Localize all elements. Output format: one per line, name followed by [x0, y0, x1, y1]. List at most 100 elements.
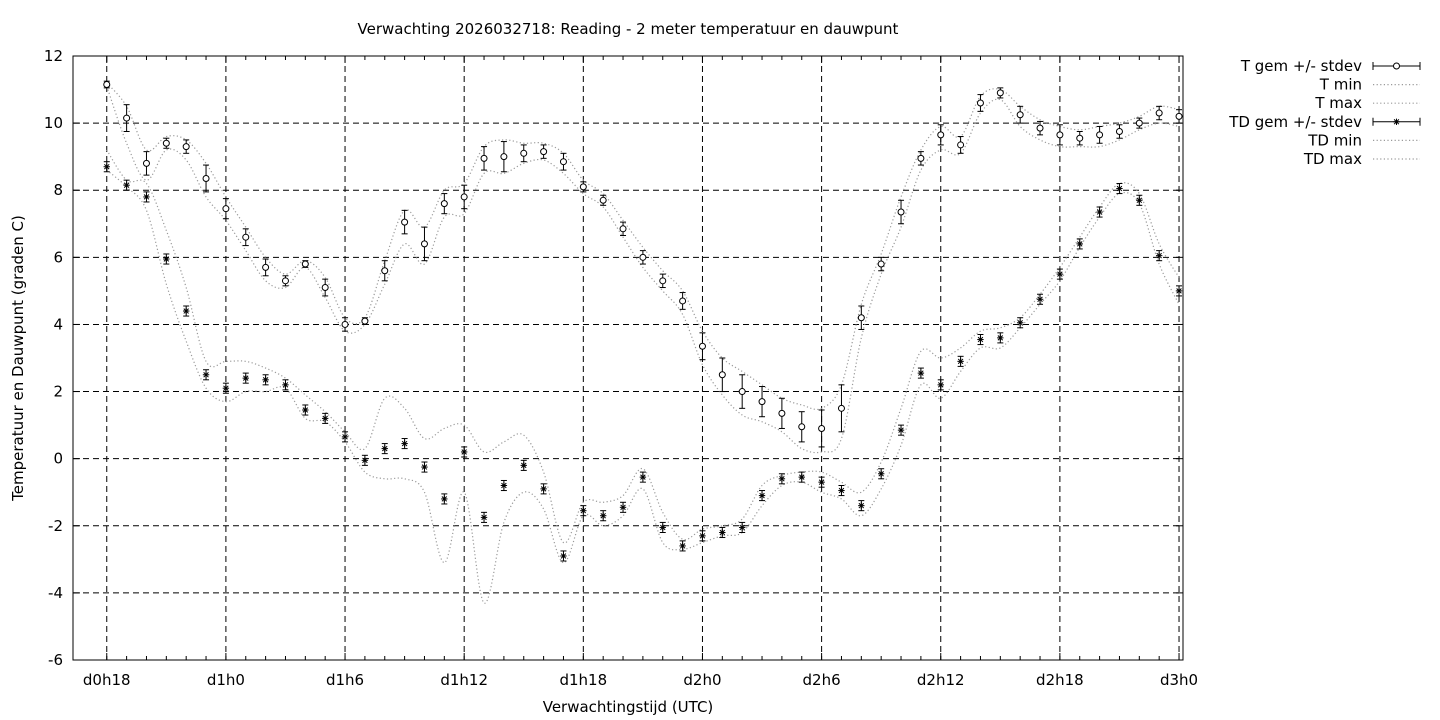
- data-point: [242, 233, 250, 241]
- data-point: [738, 524, 746, 531]
- data-point: [480, 154, 488, 162]
- data-point: [1016, 319, 1024, 326]
- ticks: -6 -4 -2 0 2 4 6 8 10 12 d0h18 d1h0 d1h6 d1h12 d1h18 d2…: [44, 47, 1198, 689]
- data-point: [142, 159, 150, 167]
- data-point: [580, 507, 587, 514]
- series-line: [106, 86, 1180, 454]
- data-point: [897, 208, 905, 216]
- data-point: [480, 514, 488, 521]
- data-point: [937, 381, 944, 389]
- data-point: [1116, 185, 1123, 192]
- chart-title: Verwachting 2026032718: Reading - 2 mete…: [358, 20, 899, 38]
- x-tick-label: d2h18: [1036, 671, 1084, 689]
- y-tick-label: 10: [44, 114, 63, 132]
- legend-label: TD min: [1307, 131, 1362, 149]
- data-point: [202, 371, 210, 378]
- plot-frame: [72, 55, 1184, 661]
- data-point: [917, 154, 925, 162]
- data-point: [798, 473, 805, 481]
- data-point: [341, 320, 349, 328]
- data-point: [719, 529, 726, 536]
- x-tick-label: d1h0: [207, 671, 245, 689]
- data-point: [778, 475, 786, 482]
- data-point: [401, 218, 409, 226]
- data-point: [659, 524, 666, 531]
- data-point: [1135, 119, 1143, 127]
- data-point: [599, 196, 607, 204]
- x-tick-label: d1h18: [559, 671, 607, 689]
- data-point: [897, 426, 905, 434]
- data-point: [420, 240, 428, 248]
- data-point: [559, 158, 567, 166]
- data-point: [440, 200, 448, 208]
- data-point: [123, 114, 131, 122]
- data-point: [1155, 109, 1163, 117]
- data-point: [341, 433, 349, 441]
- data-point: [837, 404, 845, 412]
- data-point: [599, 512, 607, 519]
- y-tick-label: 12: [44, 47, 63, 65]
- data-point: [262, 376, 269, 384]
- data-point: [520, 462, 527, 469]
- data-point: [1016, 111, 1024, 119]
- legend-label: T min: [1319, 76, 1362, 94]
- data-point: [222, 205, 230, 213]
- data-point: [262, 263, 270, 271]
- data-point: [321, 415, 329, 422]
- data-point: [818, 424, 826, 432]
- x-tick-label: d1h6: [326, 671, 364, 689]
- series-line: [106, 149, 1180, 544]
- y-axis-label: Temperatuur en Dauwpunt (graden C): [9, 215, 27, 502]
- data-point: [361, 457, 369, 464]
- legend-label: TD max: [1303, 150, 1362, 168]
- data-point: [579, 183, 587, 191]
- data-point: [381, 267, 389, 275]
- data-point: [182, 143, 190, 151]
- y-tick-label: 4: [53, 315, 63, 333]
- data-point: [163, 255, 170, 263]
- data-point: [798, 423, 806, 431]
- data-point: [838, 487, 845, 494]
- grid: [73, 56, 1183, 660]
- data-point: [758, 398, 766, 406]
- data-point: [857, 314, 865, 322]
- data-point: [401, 440, 408, 447]
- data-point: [1056, 131, 1064, 139]
- data-point: [957, 358, 964, 365]
- data-point: [1136, 197, 1143, 204]
- data-point: [143, 193, 150, 201]
- data-point: [1096, 208, 1103, 216]
- data-point: [1036, 124, 1044, 132]
- data-point: [996, 89, 1004, 97]
- data-point: [977, 336, 984, 343]
- data-point: [540, 148, 548, 156]
- legend-label: T max: [1314, 94, 1362, 112]
- data-point: [957, 141, 965, 149]
- series-line: [106, 169, 1180, 604]
- data-point: [659, 277, 667, 285]
- data-point: [381, 445, 388, 452]
- y-tick-label: 2: [53, 383, 63, 401]
- data-point: [421, 463, 428, 471]
- x-tick-label: d2h12: [917, 671, 965, 689]
- x-tick-label: d2h0: [683, 671, 721, 689]
- data-point: [679, 297, 687, 305]
- data-point: [202, 174, 210, 182]
- series-line: [106, 82, 1180, 411]
- x-tick-label: d3h0: [1160, 671, 1198, 689]
- data-point: [242, 374, 249, 382]
- data-point: [282, 381, 289, 389]
- x-tick-label: d1h12: [440, 671, 488, 689]
- data-point: [302, 406, 309, 414]
- data-point: [877, 260, 885, 268]
- data-point: [976, 99, 984, 107]
- data-point: [639, 473, 647, 481]
- data-point: [1076, 134, 1084, 142]
- data-point: [818, 478, 825, 486]
- data-point: [619, 504, 627, 511]
- legend-label: T gem +/- stdev: [1240, 57, 1362, 75]
- x-axis-label: Verwachtingstijd (UTC): [543, 698, 714, 716]
- data-point: [460, 448, 468, 456]
